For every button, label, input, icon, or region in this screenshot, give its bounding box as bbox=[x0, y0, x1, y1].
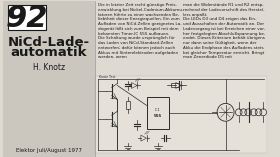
Bar bbox=[95, 76, 267, 153]
Bar bbox=[8, 5, 46, 30]
Bar bbox=[146, 97, 169, 129]
Bar bbox=[126, 101, 130, 109]
Text: IC1: IC1 bbox=[155, 108, 161, 112]
Text: Knotz Test: Knotz Test bbox=[99, 75, 116, 78]
Text: 92: 92 bbox=[6, 4, 48, 33]
Text: Die in letzter Zeit recht günstige Preis-
enwicklung bei Nickel-Cadmium-Akkumu-
: Die in letzter Zeit recht günstige Preis… bbox=[98, 3, 183, 59]
Text: automatik: automatik bbox=[11, 46, 87, 59]
Text: man die Widerstände R1 und R2 entsp-
rechend der Ladevorschrift des Herstel-
ler: man die Widerstände R1 und R2 entsp- rec… bbox=[183, 3, 265, 59]
Bar bbox=[3, 1, 95, 157]
Text: NiCd-Lade-: NiCd-Lade- bbox=[8, 36, 90, 49]
Text: H. Knotz: H. Knotz bbox=[33, 63, 65, 72]
Bar bbox=[171, 84, 179, 87]
Text: Elektor Juli/August 1977: Elektor Juli/August 1977 bbox=[16, 148, 82, 153]
Text: 555: 555 bbox=[154, 114, 162, 118]
